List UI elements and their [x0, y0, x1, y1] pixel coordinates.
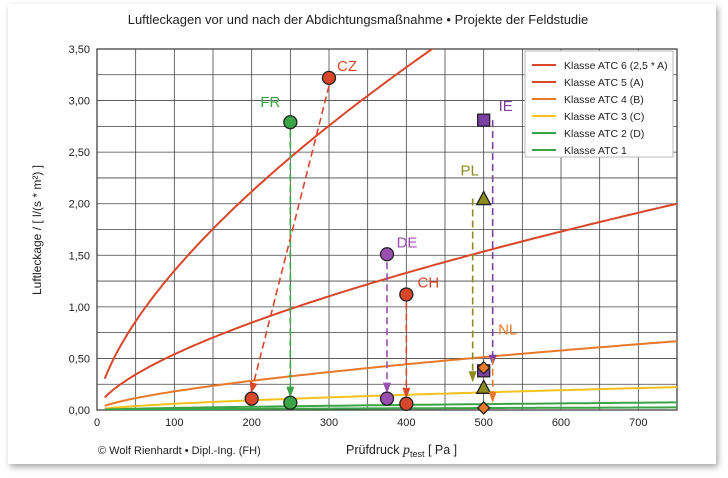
square-marker	[477, 113, 491, 127]
arrow-head	[286, 386, 295, 398]
legend-box	[524, 50, 674, 158]
triangle-marker	[475, 378, 492, 394]
project-label: DE	[397, 234, 418, 251]
x-tick-label: 500	[474, 417, 492, 429]
x-tick-label: 400	[397, 417, 415, 429]
project-label: CZ	[337, 58, 357, 75]
y-tick-label: 3,50	[69, 44, 90, 56]
circle-marker	[283, 395, 298, 410]
legend-entry: Klasse ATC 3 (C)	[564, 111, 644, 123]
y-tick-label: 3,00	[69, 96, 90, 108]
project-label: IE	[499, 98, 513, 115]
project-pl: PL	[460, 163, 492, 394]
project-label: NL	[498, 322, 517, 339]
project-label: CH	[417, 274, 439, 291]
y-tick-label: 2,00	[69, 199, 90, 211]
chart: Luftleckagen vor und nach der Abdichtung…	[30, 12, 678, 459]
legend-entry: Klasse ATC 6 (2,5 * A)	[564, 60, 668, 72]
project-nl: NL	[476, 322, 517, 415]
x-tick-label: 600	[552, 417, 570, 429]
chart-card: Luftleckagen vor und nach der Abdichtung…	[8, 4, 716, 464]
series-line	[103, 49, 434, 380]
series-line	[104, 340, 677, 407]
chart-title: Luftleckagen vor und nach der Abdichtung…	[128, 12, 589, 27]
x-axis-label: Prüfdruck ptest [ Pa ]	[346, 443, 457, 459]
project-fr: FR	[260, 94, 298, 410]
arrow-head	[468, 371, 477, 383]
arrow-head	[402, 387, 411, 399]
arrow-head	[249, 381, 258, 394]
legend-entry: Klasse ATC 1	[564, 145, 627, 157]
project-label: FR	[260, 94, 280, 111]
legend-entry: Klasse ATC 5 (A)	[564, 77, 644, 89]
y-tick-label: 1,00	[69, 302, 90, 314]
x-tick-label: 700	[629, 417, 647, 429]
diamond-marker	[476, 360, 491, 375]
y-tick-label: 1,50	[69, 250, 90, 262]
arrow-head	[488, 391, 497, 403]
circle-marker	[244, 391, 259, 406]
triangle-marker	[475, 190, 492, 206]
series-line	[104, 406, 677, 410]
y-axis-label: Luftleckage / [ l/(s * m²) ]	[30, 165, 44, 295]
y-tick-label: 0,50	[69, 353, 90, 365]
x-tick-label: 0	[94, 417, 100, 429]
project-de: DE	[379, 234, 418, 406]
x-tick-label: 200	[242, 417, 260, 429]
legend-entry: Klasse ATC 2 (D)	[564, 128, 644, 140]
arrow-line	[250, 85, 330, 391]
credit: © Wolf Rienhardt • Dipl.-Ing. (FH)	[98, 445, 261, 457]
project-label: PL	[460, 163, 478, 180]
circle-marker	[283, 115, 298, 130]
project-ch: CH	[399, 274, 439, 411]
project-cz: CZ	[244, 58, 357, 406]
x-tick-label: 300	[320, 417, 338, 429]
y-tick-label: 2,50	[69, 147, 90, 159]
circle-marker	[399, 396, 414, 411]
circle-marker	[399, 287, 414, 302]
series-line	[104, 202, 677, 399]
arrow-head	[383, 382, 391, 394]
circle-marker	[379, 391, 395, 406]
legend-entry: Klasse ATC 4 (B)	[564, 94, 644, 106]
diamond-marker	[476, 401, 491, 415]
circle-marker	[379, 247, 395, 262]
x-tick-label: 100	[165, 417, 183, 429]
series-line	[104, 401, 677, 410]
y-tick-label: 0,00	[69, 405, 90, 417]
circle-marker	[321, 70, 337, 86]
